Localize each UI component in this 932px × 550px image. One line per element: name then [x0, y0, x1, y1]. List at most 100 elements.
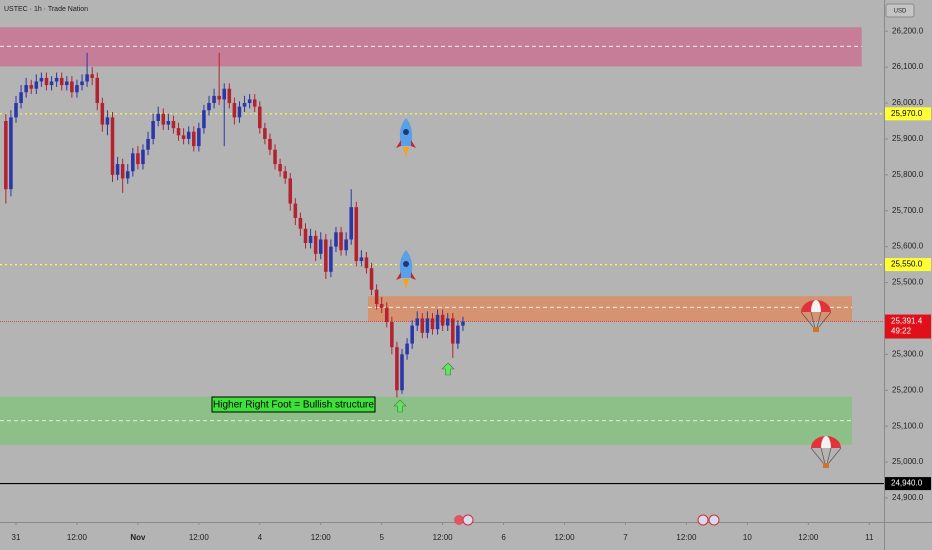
candle-body — [49, 81, 54, 86]
candle-body — [39, 77, 44, 82]
candle-body — [34, 81, 39, 89]
event-icon[interactable] — [697, 514, 709, 526]
candle-body — [440, 314, 445, 326]
candle-body — [65, 81, 69, 86]
candle-body — [14, 103, 18, 118]
x-tick-label: 12:00 — [189, 533, 210, 542]
candle-body — [252, 99, 257, 107]
countdown: 49:22 — [891, 327, 912, 336]
candle-body — [258, 106, 262, 129]
candle-body — [202, 110, 206, 129]
y-tick-label: 25,600.0 — [892, 242, 924, 251]
candle-body — [85, 74, 89, 82]
candle-body — [278, 164, 282, 172]
parachute-icon — [810, 436, 842, 468]
candle-body — [288, 178, 293, 204]
x-tick-label: 12:00 — [311, 533, 332, 542]
candle-body — [324, 239, 328, 272]
candle-body — [166, 120, 171, 125]
event-icon[interactable] — [462, 514, 474, 526]
candle-body — [171, 120, 176, 129]
candle-body — [105, 117, 110, 125]
up-arrow-icon — [441, 362, 455, 376]
candle-body — [379, 304, 384, 308]
candle-body — [54, 77, 59, 82]
y-tick-label: 25,300.0 — [892, 349, 924, 358]
candle-body — [359, 257, 364, 261]
candle-body — [75, 85, 79, 93]
candle-body — [405, 343, 409, 355]
candle-body — [425, 318, 430, 333]
candle-body — [120, 164, 125, 179]
candle-body — [354, 207, 359, 261]
candle-body — [141, 149, 145, 165]
y-tick-label: 26,200.0 — [892, 26, 924, 35]
candle-body — [136, 153, 140, 165]
rocket-icon — [396, 250, 416, 289]
event-icon[interactable] — [708, 514, 720, 526]
rocket-icon — [396, 118, 416, 157]
x-tick-label: 6 — [501, 533, 506, 542]
x-tick-label: 12:00 — [676, 533, 697, 542]
last-price-box — [885, 314, 931, 339]
event-icon[interactable] — [454, 515, 464, 525]
candle-body — [263, 128, 267, 139]
candle-body — [59, 77, 64, 86]
x-tick-label: 12:00 — [67, 533, 88, 542]
candle-body — [125, 171, 130, 179]
level-label-box — [885, 107, 931, 121]
currency: USD — [894, 9, 907, 15]
candle-body — [110, 117, 115, 175]
candle-body — [90, 74, 94, 78]
y-tick-label: 25,100.0 — [892, 421, 924, 430]
candle-body — [344, 239, 348, 251]
x-tick-label: 11 — [865, 533, 874, 542]
candle-body — [420, 318, 425, 333]
level-label-box — [885, 477, 931, 491]
zone — [367, 296, 853, 322]
candle-body — [247, 99, 252, 104]
candle-body — [197, 128, 201, 147]
candle-body — [237, 106, 242, 118]
x-tick-label: 4 — [258, 533, 263, 542]
x-tick-label: Nov — [130, 533, 146, 542]
candle-body — [217, 95, 221, 100]
annotation-box — [211, 396, 376, 413]
x-tick-label: 5 — [379, 533, 384, 542]
candle-body — [349, 207, 353, 240]
parachute-icon — [800, 300, 832, 332]
up-arrow-icon — [393, 399, 407, 413]
candle-body — [334, 232, 338, 247]
candle-body — [227, 88, 232, 104]
x-tick-label: 12:00 — [555, 533, 576, 542]
candle-body — [44, 77, 49, 86]
x-tick-label: 31 — [12, 533, 21, 542]
candle-body — [9, 117, 13, 190]
candle-body — [156, 113, 160, 121]
candle-body — [298, 217, 303, 229]
candle-body — [207, 103, 211, 111]
candle-body — [283, 171, 287, 179]
x-tick-label: 7 — [623, 533, 628, 542]
candle-body — [29, 85, 34, 89]
candle-body — [191, 131, 196, 147]
candle-body — [24, 85, 28, 93]
candle-body — [369, 268, 374, 290]
y-tick-label: 25,000.0 — [892, 457, 924, 466]
y-tick-label: 25,200.0 — [892, 385, 924, 394]
zones — [0, 27, 862, 445]
candle-body — [308, 235, 313, 244]
level-label-box — [885, 258, 931, 272]
y-tick-label: 25,500.0 — [892, 278, 924, 287]
candle-body — [415, 318, 420, 326]
candle-body — [80, 81, 84, 86]
candle-body — [242, 103, 247, 107]
candle-body — [115, 164, 120, 175]
zone — [0, 27, 862, 67]
chart-title: USTEC · 1h · Trade Nation — [4, 6, 88, 13]
candle-body — [19, 92, 23, 104]
candle-body — [445, 318, 450, 326]
candle-body — [293, 203, 298, 218]
currency-box[interactable] — [885, 3, 915, 18]
